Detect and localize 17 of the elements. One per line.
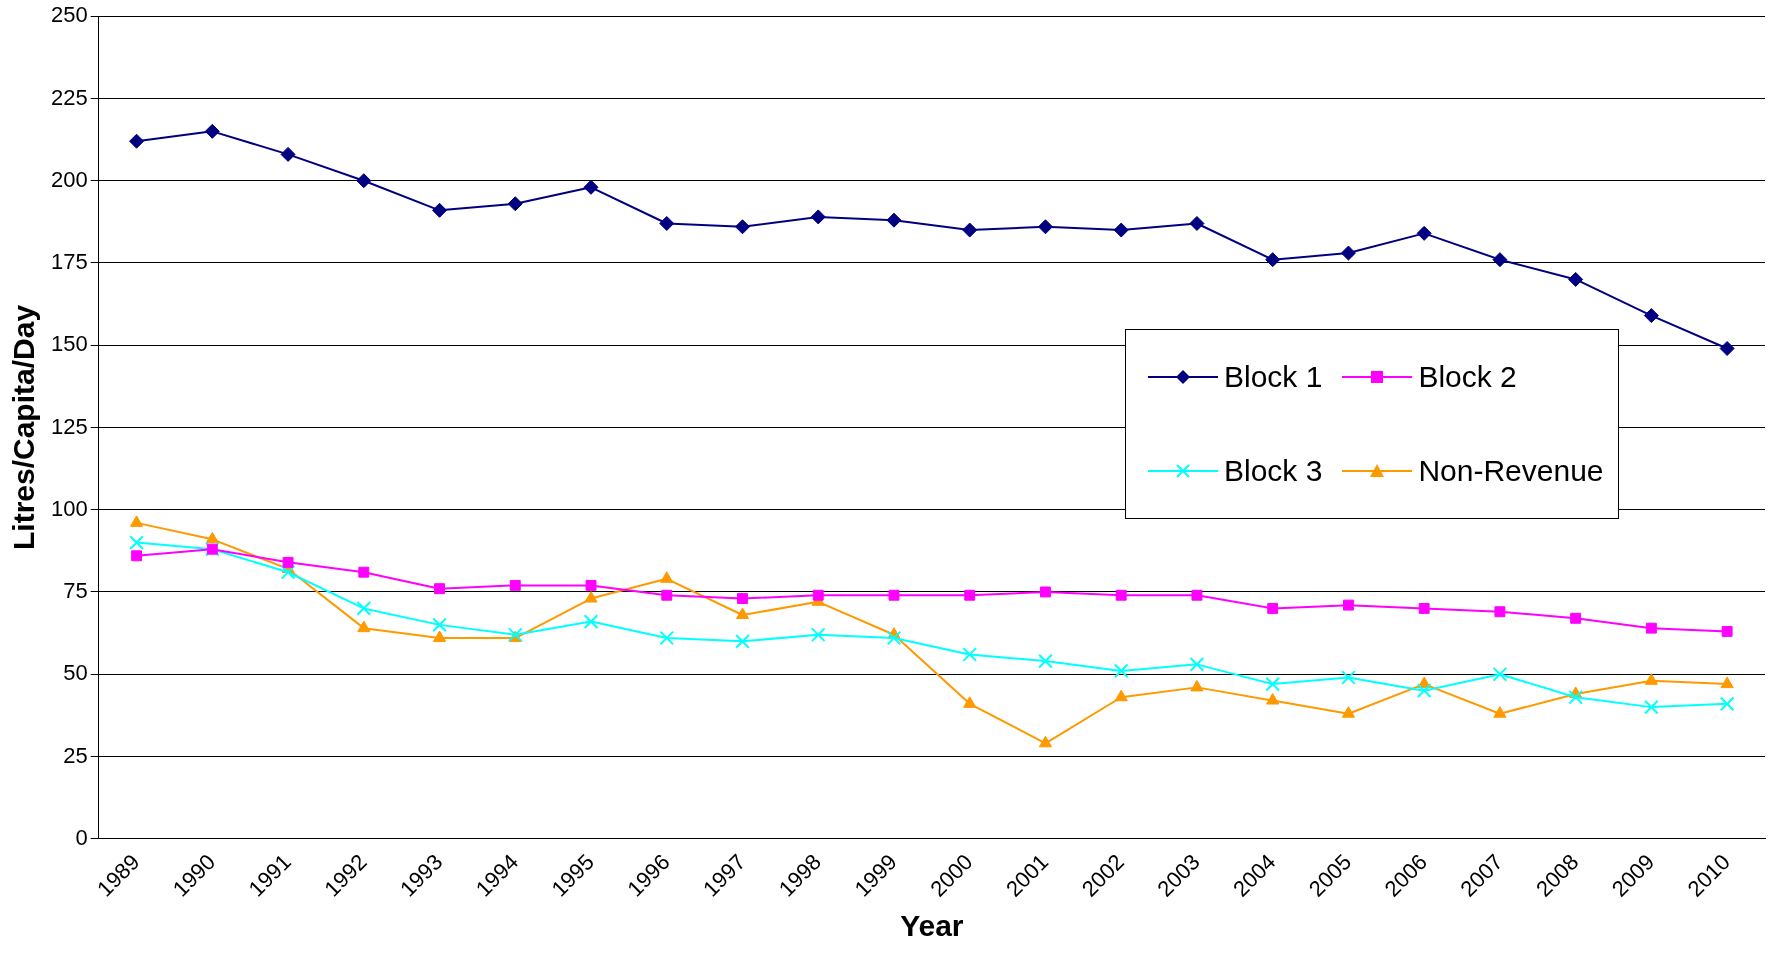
y-tick-label: 225 [50,84,88,110]
y-tick-label: 100 [50,495,88,521]
legend-label: Block 1 [1224,359,1323,394]
y-tick-label: 75 [63,578,88,604]
y-tick-label: 250 [50,2,88,28]
y-tick-label: 175 [50,249,88,275]
y-axis-title: Litres/Capita/Day [7,304,41,551]
legend-label: Block 3 [1224,453,1323,488]
y-tick-label: 200 [50,166,88,192]
y-tick-label: 0 [75,824,88,850]
y-tick-label: 50 [63,660,88,686]
x-axis-title: Year [900,909,964,943]
legend-label: Block 2 [1418,359,1517,394]
y-tick-label: 25 [63,742,88,768]
y-tick-label: 125 [50,413,88,439]
legend-label: Non-Revenue [1418,453,1604,488]
y-tick-label: 150 [50,331,88,357]
